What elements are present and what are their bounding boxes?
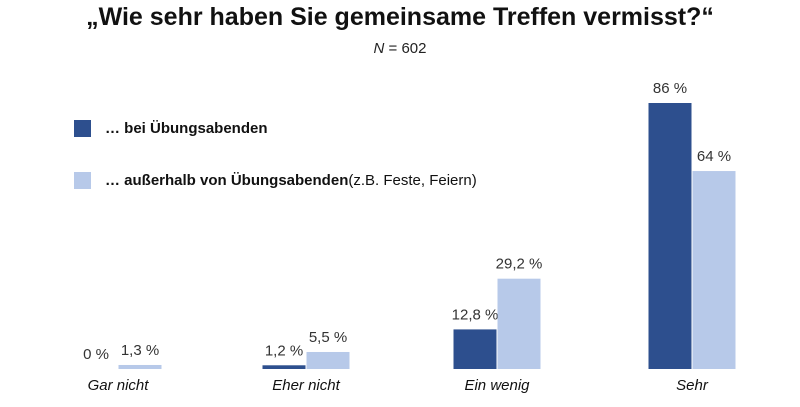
bar-series-2-sehr (692, 171, 736, 369)
bar-series-1-ein-wenig (453, 329, 497, 369)
data-label-series-1-eher-nicht: 1,2 % (265, 342, 303, 359)
category-label-ein-wenig: Ein wenig (464, 377, 530, 394)
legend-item-series-2: … außerhalb von Übungsabenden (z.B. Fest… (74, 170, 477, 190)
data-label-series-2-sehr: 64 % (697, 148, 731, 165)
data-label-series-1-ein-wenig: 12,8 % (452, 306, 499, 323)
data-label-series-1-sehr: 86 % (653, 80, 687, 97)
data-label-series-1-gar-nicht: 0 % (83, 346, 109, 363)
bar-series-2-eher-nicht (306, 351, 350, 369)
legend-label-series-2: … außerhalb von Übungsabenden (105, 171, 349, 189)
category-label-sehr: Sehr (676, 377, 709, 394)
category-label-gar-nicht: Gar nicht (88, 377, 150, 394)
data-label-series-2-ein-wenig: 29,2 % (496, 256, 543, 273)
chart-subtitle: N = 602 (0, 40, 800, 57)
legend-label-series-1: … bei Übungsabenden (105, 119, 268, 137)
legend-swatch-series-2 (74, 171, 91, 189)
legend-swatch-series-1 (74, 119, 91, 137)
sample-size-value: = 602 (384, 40, 427, 57)
sample-size-symbol: N (373, 40, 385, 57)
legend-item-series-1: … bei Übungsabenden (74, 118, 268, 138)
data-label-series-2-gar-nicht: 1,3 % (121, 342, 159, 359)
chart-title: „Wie sehr haben Sie gemeinsame Treffen v… (86, 3, 714, 31)
legend-note-series-2: (z.B. Feste, Feiern) (348, 171, 477, 189)
bar-series-2-ein-wenig (497, 278, 541, 369)
bar-series-1-sehr (648, 103, 692, 369)
bar-series-1-eher-nicht (262, 365, 306, 369)
bar-series-2-gar-nicht (118, 364, 162, 369)
data-label-series-2-eher-nicht: 5,5 % (309, 329, 347, 346)
category-label-eher-nicht: Eher nicht (272, 377, 340, 394)
